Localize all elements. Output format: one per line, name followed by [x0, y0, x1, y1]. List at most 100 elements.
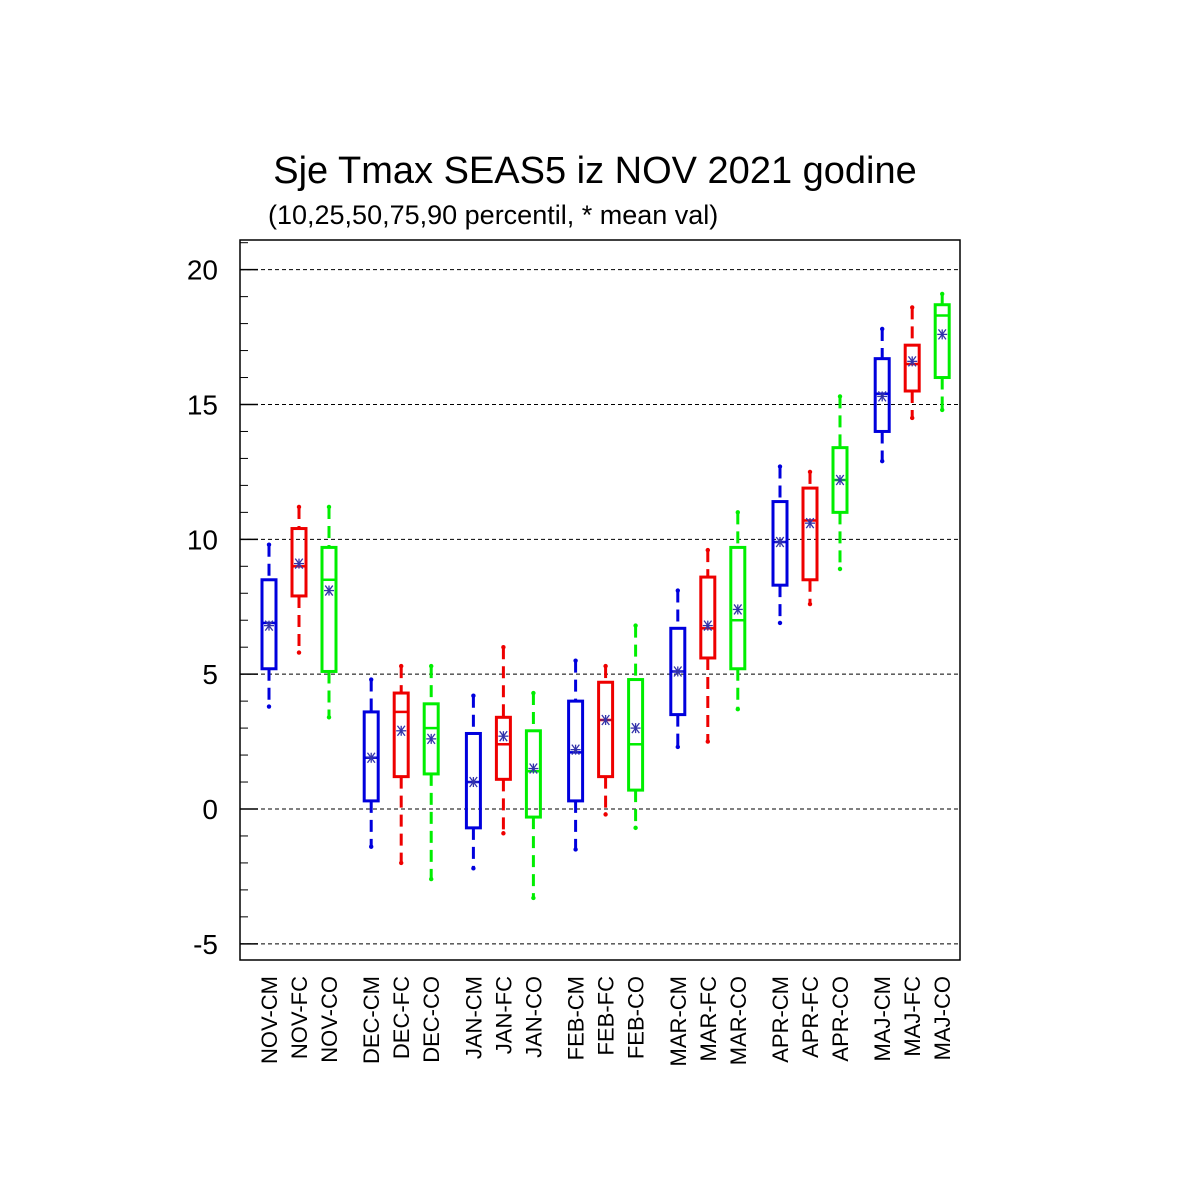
box-layer: [260, 291, 951, 901]
x-tick-label: NOV-CM: [257, 976, 282, 1064]
mean-marker: [294, 558, 304, 569]
p10-marker: [705, 739, 710, 744]
mean-marker: [468, 776, 479, 788]
p10-marker: [296, 650, 302, 655]
x-tick-label: DEC-CM: [359, 976, 384, 1064]
p90-marker: [573, 658, 578, 663]
mean-marker: [630, 722, 641, 734]
x-tick-label: JAN-FC: [491, 976, 516, 1054]
mean-marker: [702, 620, 713, 632]
mean-marker: [877, 391, 888, 402]
x-axis-labels: NOV-CM NOV-FC NOV-CO DEC-CM DEC-FC DEC-CO JAN-…: [257, 976, 955, 1067]
x-tick-label: NOV-FC: [287, 976, 312, 1059]
p90-marker: [837, 394, 843, 399]
x-tick-label: MAR-CO: [726, 976, 751, 1065]
p10-marker: [531, 895, 536, 901]
mean-marker: [805, 517, 815, 529]
y-tick-label: 0: [202, 794, 218, 825]
box-maj-cm: [873, 326, 891, 464]
p90-marker: [266, 542, 272, 547]
y-tick-label: 20: [187, 255, 218, 286]
p10-marker: [266, 704, 272, 709]
mean-marker: [396, 725, 407, 737]
mean-marker: [498, 730, 509, 742]
p90-marker: [399, 663, 404, 669]
y-tick-label: -5: [193, 929, 218, 960]
x-tick-label: DEC-CO: [419, 976, 444, 1063]
p10-marker: [940, 407, 945, 413]
x-tick-label: FEB-CO: [624, 976, 649, 1059]
p10-marker: [369, 844, 374, 849]
p90-marker: [531, 690, 536, 696]
mean-marker: [600, 714, 611, 726]
mean-marker: [835, 474, 845, 486]
x-tick-label: DEC-FC: [389, 976, 414, 1059]
p90-marker: [705, 547, 710, 553]
iqr-box: [903, 343, 921, 393]
box-jan-co: [524, 690, 542, 901]
mean-marker: [264, 620, 274, 632]
p90-marker: [501, 644, 506, 650]
p90-marker: [777, 464, 783, 469]
mean-marker: [907, 355, 918, 367]
p90-marker: [940, 291, 945, 297]
iqr-box: [494, 715, 512, 781]
iqr-box: [422, 702, 440, 776]
p10-marker: [326, 715, 332, 720]
iqr-box: [524, 729, 542, 819]
p90-marker: [675, 588, 680, 593]
p10-marker: [880, 458, 885, 464]
box-maj-co: [933, 291, 951, 413]
x-tick-label: MAJ-FC: [900, 976, 925, 1057]
mean-marker: [775, 536, 785, 548]
box-mar-cm: [669, 588, 687, 750]
iqr-box: [597, 680, 615, 779]
box-mar-fc: [699, 547, 717, 744]
iqr-box: [933, 303, 951, 380]
box-apr-co: [831, 394, 849, 572]
p10-marker: [471, 866, 476, 871]
p10-marker: [633, 825, 638, 831]
p10-marker: [573, 847, 578, 852]
mean-marker: [937, 328, 948, 340]
y-axis: -5 0 5 10 15 20: [187, 242, 258, 960]
p10-marker: [603, 812, 608, 817]
x-tick-label: APR-CM: [768, 976, 793, 1063]
x-tick-label: FEB-CM: [564, 976, 589, 1060]
iqr-box: [392, 691, 410, 779]
x-tick-label: APR-CO: [828, 976, 853, 1062]
box-dec-fc: [392, 663, 410, 866]
iqr-box: [699, 575, 717, 660]
y-tick-label: 15: [187, 389, 218, 420]
p90-marker: [807, 469, 813, 475]
p10-marker: [735, 707, 740, 712]
x-tick-label: MAR-FC: [696, 976, 721, 1062]
mean-marker: [570, 744, 581, 756]
p90-marker: [910, 305, 915, 310]
box-feb-fc: [597, 663, 615, 817]
chart-subtitle: (10,25,50,75,90 percentil, * mean val): [268, 200, 719, 230]
iqr-box: [567, 699, 585, 803]
p90-marker: [296, 504, 302, 510]
box-feb-cm: [567, 658, 585, 852]
x-tick-label: MAJ-CM: [870, 976, 895, 1062]
grid-layer: [240, 269, 960, 945]
mean-marker: [732, 604, 743, 615]
box-dec-co: [422, 663, 440, 882]
iqr-box: [260, 578, 278, 671]
box-nov-co: [320, 504, 338, 720]
x-tick-label: FEB-FC: [594, 976, 619, 1056]
mean-marker: [426, 733, 437, 745]
p90-marker: [735, 510, 740, 515]
iqr-box: [627, 678, 645, 792]
x-tick-label: APR-FC: [798, 976, 823, 1058]
mean-marker: [672, 666, 683, 677]
p10-marker: [675, 744, 680, 750]
iqr-box: [290, 527, 308, 598]
plot-frame: [239, 239, 961, 961]
iqr-box: [729, 545, 747, 671]
p90-marker: [633, 623, 638, 628]
x-tick-label: MAJ-CO: [930, 976, 955, 1060]
y-tick-label: 5: [202, 659, 218, 690]
